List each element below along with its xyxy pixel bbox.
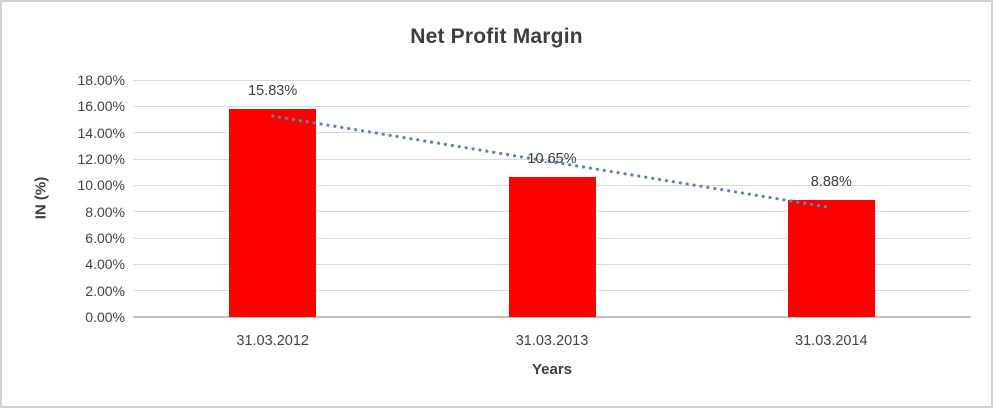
y-tick-label: 18.00% bbox=[77, 72, 125, 88]
y-tick-label: 12.00% bbox=[77, 151, 125, 167]
y-tick-label: 2.00% bbox=[85, 282, 125, 299]
y-tick-label: 16.00% bbox=[77, 98, 125, 115]
x-axis-line bbox=[133, 316, 971, 318]
y-tick-label: 0.00% bbox=[85, 309, 125, 325]
x-axis-title: Years bbox=[531, 361, 573, 378]
x-tick-label: 31.03.2013 bbox=[515, 333, 589, 349]
gridline bbox=[133, 105, 971, 107]
gridline bbox=[133, 79, 971, 81]
bar-value-label: 10.65% bbox=[527, 150, 577, 167]
y-tick-label: 6.00% bbox=[85, 230, 125, 246]
x-tick-label: 31.03.2014 bbox=[795, 333, 868, 349]
y-tick-label: 14.00% bbox=[77, 124, 125, 141]
chart-title: Net Profit Margin bbox=[410, 25, 583, 48]
bar bbox=[508, 176, 596, 317]
y-axis-title: IN (%) bbox=[32, 176, 50, 220]
bar-value-label: 8.88% bbox=[810, 174, 852, 191]
bar-value-label: 15.83% bbox=[248, 82, 298, 99]
bar bbox=[229, 108, 317, 317]
x-tick-label: 31.03.2012 bbox=[236, 333, 309, 349]
y-tick-label: 10.00% bbox=[77, 177, 125, 194]
y-tick-label: 8.00% bbox=[85, 203, 125, 220]
y-tick-label: 4.00% bbox=[85, 256, 125, 273]
bar bbox=[787, 200, 875, 317]
